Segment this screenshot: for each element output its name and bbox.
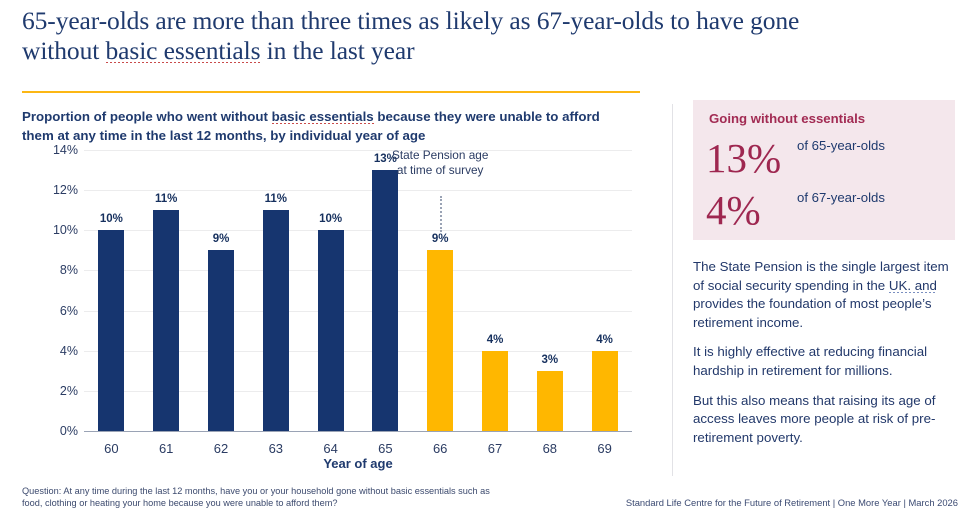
stat-caption-primary: of 65-year-olds bbox=[797, 138, 885, 153]
gridline bbox=[84, 230, 632, 232]
gold-divider-rule bbox=[22, 91, 640, 93]
x-axis-tick-label: 62 bbox=[213, 441, 229, 456]
body-paragraph-1: The State Pension is the single largest … bbox=[693, 258, 955, 332]
x-axis-tick-label: 68 bbox=[542, 441, 558, 456]
y-axis-tick-label: 6% bbox=[59, 303, 78, 318]
x-axis-tick-label: 66 bbox=[432, 441, 448, 456]
bar-value-label: 11% bbox=[264, 193, 287, 206]
y-axis-tick-label: 2% bbox=[59, 383, 78, 398]
gridline bbox=[84, 350, 632, 352]
x-axis-tick-label: 63 bbox=[268, 441, 284, 456]
x-axis-line bbox=[84, 431, 632, 432]
x-axis-tick-label: 64 bbox=[323, 441, 338, 456]
column-divider bbox=[672, 104, 673, 476]
annotation-leader-line bbox=[440, 196, 443, 233]
headline-line-2-prefix: without bbox=[22, 36, 106, 65]
chart-bar[interactable] bbox=[208, 250, 234, 431]
y-axis-tick-label: 10% bbox=[52, 223, 78, 238]
gridline bbox=[84, 310, 632, 312]
bar-value-label: 4% bbox=[486, 333, 504, 346]
bar-value-label: 10% bbox=[99, 213, 123, 226]
bar-value-label: 9% bbox=[212, 233, 230, 246]
body-p1-marked-phrase: UK. and bbox=[888, 277, 937, 293]
y-axis-tick-label: 0% bbox=[59, 424, 78, 438]
headline-line-2-suffix: in the last year bbox=[260, 36, 415, 65]
chart-title-prefix: Proportion of people who went without bbox=[22, 109, 272, 124]
chart-bar[interactable] bbox=[482, 350, 508, 431]
bar-value-label: 4% bbox=[596, 333, 613, 346]
gridline bbox=[84, 190, 632, 192]
bar-chart: 0% 2% 4% 6% 8% 10% 12% 14% 10% 60 11% 61 9% 62 11% 63 1… bbox=[22, 143, 634, 471]
x-axis-tick-label: 60 bbox=[104, 441, 119, 456]
plot-area: 10% 60 11% 61 9% 62 11% 63 10% 64 13% 65 9% 66 4% 67 3% 6… bbox=[84, 148, 632, 456]
y-axis-labels: 0% 2% 4% 6% 8% 10% 12% 14% bbox=[22, 143, 78, 438]
y-axis-tick-label: 14% bbox=[52, 143, 78, 157]
chart-bar[interactable] bbox=[427, 250, 454, 431]
chart-bar[interactable] bbox=[98, 230, 125, 431]
x-axis-title: Year of age bbox=[323, 456, 393, 471]
bar-value-label: 13% bbox=[373, 153, 397, 166]
chart-bar[interactable] bbox=[591, 350, 618, 431]
chart-title: Proportion of people who went without ba… bbox=[22, 107, 632, 145]
body-copy: The State Pension is the single largest … bbox=[693, 258, 955, 447]
body-paragraph-3: But this also means that raising its age… bbox=[693, 392, 936, 445]
stat-box-title: Going without essentials bbox=[709, 111, 866, 126]
stat-caption-secondary: of 67-year-olds bbox=[797, 190, 885, 205]
headline-line-1: 65-year-olds are more than three times a… bbox=[22, 6, 800, 35]
stat-callout-box: Going without essentials 13% of 65-year-… bbox=[693, 100, 955, 240]
chart-title-marked-phrase: basic essentials bbox=[271, 109, 374, 124]
question-footnote: Question: At any time during the last 12… bbox=[22, 486, 490, 509]
y-axis-tick-label: 8% bbox=[59, 263, 78, 278]
page-title: 65-year-olds are more than three times a… bbox=[22, 6, 922, 66]
bar-value-label: 11% bbox=[154, 193, 178, 206]
chart-bar[interactable] bbox=[372, 170, 399, 431]
y-axis-tick-label: 12% bbox=[52, 183, 78, 198]
x-axis-tick-label: 65 bbox=[378, 441, 393, 456]
bar-value-label: 9% bbox=[431, 233, 449, 246]
body-p1-prefix: The State Pension is the single largest … bbox=[693, 259, 949, 293]
source-credit: Standard Life Centre for the Future of R… bbox=[625, 497, 958, 508]
gridline bbox=[84, 150, 632, 151]
chart-bar[interactable] bbox=[317, 230, 344, 431]
state-pension-annotation: State Pension age at time of survey bbox=[391, 148, 489, 177]
stat-value-secondary: 4% bbox=[706, 187, 761, 233]
chart-bar[interactable] bbox=[536, 370, 563, 431]
x-axis-tick-label: 61 bbox=[158, 441, 174, 456]
body-p1-suffix: provides the foundation of most people’s… bbox=[693, 296, 932, 330]
bar-value-label: 3% bbox=[541, 353, 559, 366]
chart-title-suffix: because they were unable to afford them … bbox=[22, 109, 600, 143]
x-axis-tick-label: 69 bbox=[597, 441, 612, 456]
stat-value-primary: 13% bbox=[706, 135, 782, 181]
chart-bar[interactable] bbox=[262, 210, 289, 431]
chart-bar[interactable] bbox=[153, 210, 180, 431]
x-axis-tick-label: 67 bbox=[487, 441, 503, 456]
gridline bbox=[84, 270, 632, 272]
body-paragraph-2: It is highly effective at reducing finan… bbox=[693, 344, 928, 378]
gridline bbox=[84, 390, 632, 392]
y-axis-tick-label: 4% bbox=[59, 343, 78, 358]
bar-value-label: 10% bbox=[319, 213, 343, 226]
headline-marked-phrase: basic essentials bbox=[105, 36, 261, 66]
